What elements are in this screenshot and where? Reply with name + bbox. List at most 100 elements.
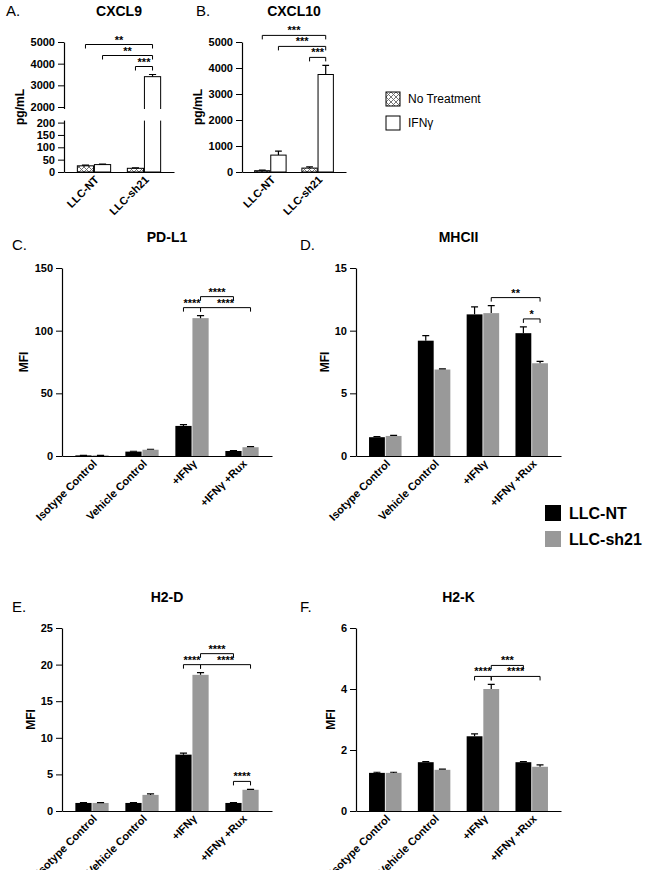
tick-mark: [56, 738, 62, 739]
error-bar: [275, 151, 282, 155]
y-tick: 0: [49, 166, 64, 178]
tick-mark: [56, 456, 62, 457]
bar: [532, 363, 548, 456]
significance-label: ***: [138, 56, 152, 68]
tick-mark: [58, 42, 64, 43]
figure: A.0501001502002000300040005000LLC-NTLLC-…: [0, 0, 650, 870]
error-bar: [322, 65, 329, 74]
y-tick: 50: [41, 387, 62, 399]
axis-line: [63, 811, 273, 812]
error-bar: [97, 802, 104, 804]
tick-label: +IFNγ: [169, 457, 200, 488]
chart-title: PD-L1: [147, 229, 188, 245]
tick-mark: [56, 665, 62, 666]
x-tick: Vehicle Control: [84, 457, 149, 522]
bar: [515, 333, 531, 456]
plot-area: [77, 75, 160, 173]
chart-title: MHCII: [439, 229, 479, 245]
tick-mark: [350, 811, 356, 812]
error-bar: [390, 772, 397, 774]
error-bar: [373, 772, 380, 774]
tick-mark: [58, 107, 64, 108]
chart: 050100150Isotype ControlVehicle Control+…: [17, 229, 272, 523]
significance-label: ***: [501, 654, 515, 666]
tick-label: 5000: [31, 36, 55, 48]
panel-label: A.: [6, 2, 20, 19]
y-tick: 0: [47, 450, 62, 462]
bar: [175, 755, 191, 811]
tick-mark: [56, 774, 62, 775]
tick-label: Vehicle Control: [376, 457, 441, 522]
x-tick: LLC-NT: [241, 173, 278, 210]
chart: 0510152025Isotype ControlVehicle Control…: [24, 589, 273, 870]
error-bar: [259, 170, 266, 172]
axis-break: [62, 109, 174, 121]
tick-label: 4000: [31, 58, 55, 70]
error-bar: [488, 306, 495, 314]
axis-line: [65, 172, 175, 173]
bar: [483, 313, 499, 456]
tick-mark: [350, 268, 356, 269]
error-bar: [422, 336, 429, 341]
error-bar: [97, 455, 104, 456]
plot-area: [369, 684, 548, 811]
tick-label: +IFNγ: [460, 457, 491, 488]
significance-label: ****: [217, 297, 235, 309]
y-tick: 100: [37, 141, 64, 153]
axis-line: [243, 172, 347, 173]
tick-label: Vehicle Control: [84, 457, 149, 522]
tick-label: 2000: [31, 101, 55, 113]
y-tick: 5000: [209, 36, 242, 48]
tick-label: LLC-sh21: [281, 173, 325, 217]
tick-label: 5: [47, 768, 53, 780]
significance-label: ****: [474, 665, 492, 677]
legend-swatch: [545, 505, 561, 521]
tick-mark: [56, 811, 62, 812]
y-tick: 5: [341, 387, 356, 399]
tick-label: 25: [41, 622, 53, 634]
tick-label: 50: [43, 154, 55, 166]
bar: [144, 77, 160, 172]
tick-mark: [236, 68, 242, 69]
y-tick: 0: [341, 805, 356, 817]
error-bar: [80, 455, 87, 456]
error-bar: [537, 765, 544, 767]
significance-label: ****: [208, 643, 226, 655]
y-tick: 0: [47, 805, 62, 817]
chart: 0501001502002000300040005000LLC-NTLLC-sh…: [13, 3, 175, 217]
y-tick: 15: [335, 262, 356, 274]
tick-label: +IFNγ +Rux: [487, 812, 539, 864]
bar: [75, 455, 91, 456]
legend-label: LLC-NT: [569, 505, 627, 522]
x-tick: Vehicle Control: [84, 812, 149, 870]
legend-label: IFNγ: [408, 116, 433, 130]
bar: [418, 341, 434, 456]
panel-label: E.: [12, 598, 26, 615]
legend-swatch: [386, 92, 400, 106]
bar: [142, 795, 158, 811]
panel-label: B.: [196, 2, 210, 19]
error-bar: [247, 789, 254, 791]
y-axis-title: MFI: [324, 709, 338, 730]
tick-mark: [56, 393, 62, 394]
legend-swatch: [545, 531, 561, 547]
tick-label: 0: [341, 805, 347, 817]
error-bar: [147, 449, 154, 451]
significance-label: ****: [217, 654, 235, 666]
tick-mark: [58, 172, 64, 173]
tick-mark: [350, 750, 356, 751]
tick-label: 0: [47, 805, 53, 817]
x-tick: +IFNγ +Rux: [198, 812, 250, 864]
tick-mark: [56, 331, 62, 332]
tick-mark: [56, 268, 62, 269]
bar: [94, 165, 110, 172]
y-axis: 050100150: [35, 262, 63, 462]
x-tick: LLC-NT: [64, 173, 101, 210]
error-bar: [390, 435, 397, 437]
significance-label: ***: [288, 24, 302, 36]
error-bar: [471, 307, 478, 315]
chart-title: CXCL9: [96, 3, 142, 19]
axis-line: [357, 456, 562, 457]
tick-label: Isotype Control: [33, 812, 99, 870]
legend: LLC-NTLLC-sh21: [545, 505, 642, 548]
